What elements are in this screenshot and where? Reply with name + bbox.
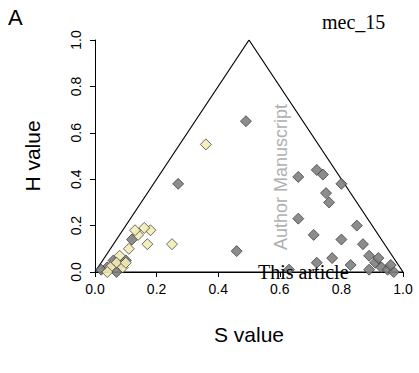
svg-text:1.0: 1.0	[68, 30, 84, 50]
svg-text:0.0: 0.0	[68, 262, 84, 282]
svg-text:0.6: 0.6	[68, 123, 84, 143]
svg-text:This article: This article	[258, 261, 349, 283]
svg-text:0.4: 0.4	[208, 281, 228, 297]
svg-text:S value: S value	[214, 323, 284, 346]
svg-text:Author Manuscript: Author Manuscript	[271, 104, 291, 250]
svg-text:0.4: 0.4	[68, 169, 84, 189]
svg-text:0.8: 0.8	[68, 76, 84, 96]
svg-text:1.0: 1.0	[393, 281, 413, 297]
svg-text:A: A	[8, 5, 23, 30]
svg-text:0.8: 0.8	[332, 281, 352, 297]
svg-text:0.0: 0.0	[85, 281, 105, 297]
svg-text:0.2: 0.2	[147, 281, 167, 297]
svg-text:mec_15: mec_15	[322, 11, 385, 33]
svg-text:0.2: 0.2	[68, 216, 84, 236]
svg-text:0.6: 0.6	[270, 281, 290, 297]
svg-text:H value: H value	[21, 120, 44, 191]
